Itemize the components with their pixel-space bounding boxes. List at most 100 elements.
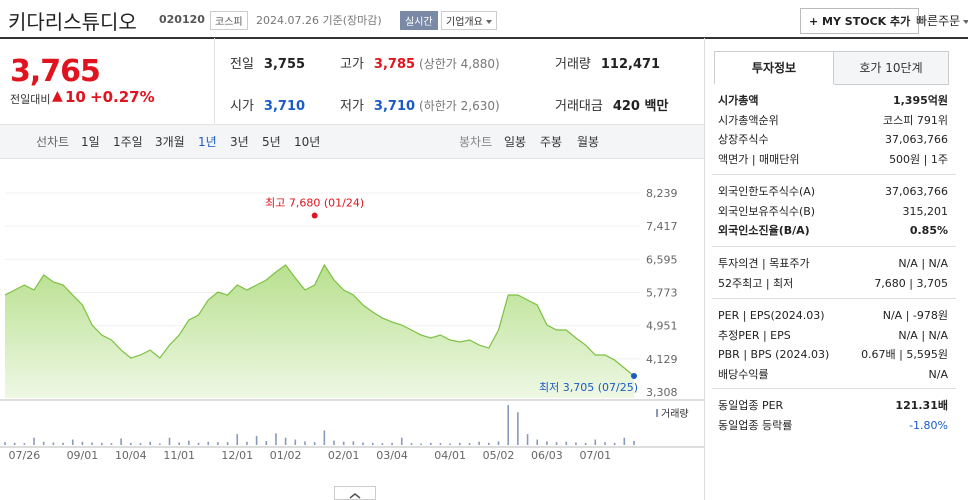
info-row: 상장주식수 37,063,766 <box>718 130 948 150</box>
period-button[interactable]: 1일 <box>81 135 100 149</box>
volume-bar <box>294 439 297 445</box>
current-price: 3,765 <box>10 54 101 89</box>
volume-bar <box>381 443 384 445</box>
quote-stat: 전일 3,755 <box>230 53 305 72</box>
volume-bar <box>265 441 268 445</box>
period-button[interactable]: 3년 <box>230 135 249 149</box>
price-line <box>4 263 635 377</box>
stat-label: 거래량 <box>555 57 591 72</box>
info-tab[interactable]: 투자정보 <box>714 51 834 84</box>
info-group: 시가총액 1,395억원 시가총액순위 코스피 791위 상장주식수 37,063,766… <box>718 91 948 169</box>
info-value: 0.85% <box>909 224 948 237</box>
chevron-icon <box>349 493 361 499</box>
market-badge: 코스피 <box>210 11 248 30</box>
volume-bar <box>246 441 248 445</box>
volume-bar <box>536 439 539 445</box>
quote-stat: 시가 3,710 <box>230 95 305 114</box>
collapse-button[interactable] <box>334 486 376 500</box>
quote-date: 2024.07.26 기준(장마감) <box>256 14 382 27</box>
info-tab[interactable]: 호가 10단계 <box>834 51 949 85</box>
y-tick-label: 4,951 <box>646 320 678 333</box>
candle-button[interactable]: 일봉 <box>504 135 527 149</box>
group-divider <box>712 388 956 389</box>
candle-button[interactable]: 주봉 <box>540 135 563 149</box>
volume-bar <box>91 442 93 445</box>
volume-bar <box>333 440 335 445</box>
x-tick-label: 10/04 <box>115 449 147 462</box>
volume-bar <box>352 441 355 445</box>
my-stock-button[interactable]: + MY STOCK 추가 <box>800 8 920 34</box>
stat-value: 3,785 <box>373 57 416 72</box>
chart-toolbar <box>0 124 704 159</box>
y-tick-label: 3,308 <box>646 386 678 399</box>
volume-bar <box>23 443 26 445</box>
volume-bar <box>100 442 103 445</box>
header-divider <box>0 37 968 39</box>
company-info-button[interactable]: 기업개요 <box>441 11 497 30</box>
info-value: 315,201 <box>902 204 949 218</box>
volume-bar <box>429 442 432 445</box>
realtime-badge[interactable]: 실시간 <box>400 11 438 30</box>
quick-order-text: 빠른주문 <box>916 14 961 28</box>
info-value: N/A | N/A <box>898 257 948 270</box>
volume-bar <box>623 437 626 445</box>
volume-bar <box>226 442 229 445</box>
info-row: PER | EPS(2024.03) N/A | -978원 <box>718 306 948 326</box>
period-button[interactable]: 5년 <box>262 135 281 149</box>
group-divider <box>712 174 956 175</box>
info-row: 외국인소진율(B/A) 0.85% <box>718 221 948 241</box>
volume-bar <box>633 440 635 445</box>
info-value: N/A | -978원 <box>882 309 948 322</box>
volume-bar <box>304 441 306 445</box>
period-button[interactable]: 1주일 <box>113 135 143 149</box>
volume-bar <box>62 442 64 445</box>
volume-bar <box>594 439 597 445</box>
info-label: PBR | BPS (2024.03) <box>718 348 830 361</box>
volume-bar <box>130 442 132 445</box>
y-tick-label: 6,595 <box>646 253 678 266</box>
stat-label: 시가 <box>230 99 254 114</box>
volume-label: 거래량 <box>661 408 689 420</box>
period-button[interactable]: 1년 <box>198 135 217 149</box>
info-label: 외국인한도주식수(A) <box>718 185 816 198</box>
x-tick-label: 01/02 <box>270 449 302 462</box>
volume-bar <box>33 437 35 445</box>
stock-code: 020120 <box>159 13 205 26</box>
x-tick-label: 11/01 <box>163 449 195 462</box>
stat-label: 고가 <box>340 57 364 72</box>
x-tick-label: 07/01 <box>579 449 611 462</box>
change-sign: ▲ <box>52 88 63 104</box>
info-row: 추정PER | EPS N/A | N/A <box>718 326 948 346</box>
volume-bar <box>42 441 45 445</box>
info-label: PER | EPS(2024.03) <box>718 309 825 322</box>
volume-bar <box>139 443 142 445</box>
volume-bar <box>168 437 171 445</box>
quote-stat: 저가 3,710 (하한가 2,630) <box>340 95 500 114</box>
volume-bar <box>323 430 326 445</box>
candle-button[interactable]: 월봉 <box>577 135 600 149</box>
info-value: 0.67배 | 5,595원 <box>861 348 948 361</box>
stat-value: 3,755 <box>263 57 306 72</box>
volume-bar <box>613 442 616 445</box>
volume-bar <box>71 439 74 445</box>
volume-bar <box>488 442 490 445</box>
quote-divider <box>214 38 215 124</box>
volume-bar <box>81 441 84 445</box>
info-label: 투자의견 | 목표주가 <box>718 257 810 270</box>
quick-order-button[interactable]: 빠른주문 <box>916 12 968 29</box>
info-value: 7,680 | 3,705 <box>874 276 948 290</box>
volume-bar <box>149 441 151 445</box>
volume-bar <box>449 443 451 445</box>
period-button[interactable]: 10년 <box>294 135 321 149</box>
info-row: 외국인보유주식수(B) 315,201 <box>718 202 948 222</box>
info-label: 외국인보유주식수(B) <box>718 204 816 218</box>
volume-bar <box>255 435 258 445</box>
volume-bar <box>468 443 471 445</box>
x-tick-label: 12/01 <box>221 449 253 462</box>
volume-bar <box>459 442 461 445</box>
quote-stat: 거래대금 420 백만 <box>555 95 668 114</box>
period-button[interactable]: 3개월 <box>155 135 185 149</box>
low-label: 최저 3,705 (07/25) <box>539 381 638 394</box>
volume-bar <box>478 441 480 445</box>
stat-value: 3,710 <box>373 99 416 114</box>
